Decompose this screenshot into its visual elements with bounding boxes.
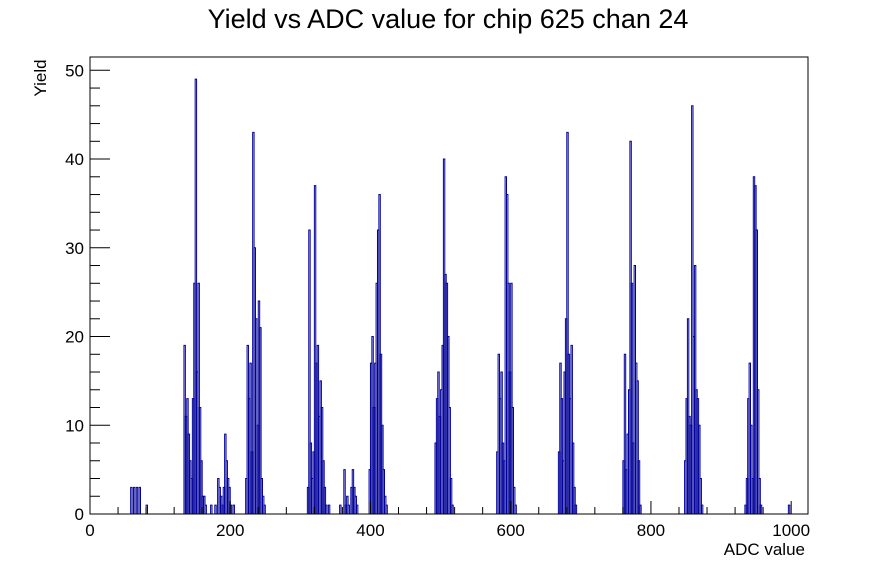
histogram-bin: [698, 424, 701, 514]
y-tick-label: 10: [65, 416, 84, 435]
histogram-bin: [214, 504, 217, 514]
histogram-bin: [323, 486, 327, 514]
x-tick-label: 600: [497, 521, 525, 540]
y-tick-label: 40: [65, 150, 84, 169]
histogram-bin: [636, 380, 639, 514]
histogram-bin: [138, 486, 141, 514]
histogram-bin: [449, 478, 453, 514]
histogram-bin: [630, 282, 634, 514]
histogram-bin: [132, 486, 136, 514]
y-tick-label: 0: [75, 505, 84, 524]
histogram-bin: [573, 486, 576, 514]
histogram-bin: [513, 486, 516, 514]
y-tick-label: 20: [65, 328, 84, 347]
histogram-bin: [382, 469, 385, 514]
x-axis-label: ADC value: [724, 540, 805, 559]
histogram-bin: [691, 105, 694, 514]
histogram-bin: [263, 504, 266, 514]
histogram-bin: [325, 504, 328, 514]
histogram-bin: [355, 504, 359, 514]
histogram-bin: [204, 504, 207, 514]
histogram-bin: [560, 398, 564, 514]
histogram-bin: [339, 504, 342, 514]
y-axis-label: Yield: [31, 59, 50, 96]
histogram-bin: [451, 504, 454, 514]
histogram-bin: [623, 353, 627, 514]
histogram-bin: [347, 504, 350, 514]
histogram-bin: [228, 486, 231, 514]
histogram-bin: [210, 504, 213, 514]
histogram-bin: [308, 229, 311, 514]
histogram-bin: [574, 504, 578, 514]
histogram-bin: [313, 185, 317, 514]
histogram-bin: [510, 282, 513, 514]
histogram-bin: [197, 282, 200, 514]
histogram-bin: [254, 318, 258, 514]
histogram-bin: [135, 486, 139, 514]
histogram-bin: [249, 362, 252, 514]
x-tick-label: 1000: [772, 521, 810, 540]
histogram-bin: [758, 478, 761, 514]
histogram-bin: [200, 460, 203, 514]
histogram-bin: [511, 407, 515, 514]
histogram-bin: [757, 389, 760, 514]
plot-frame: [89, 56, 809, 515]
histogram-bin: [571, 442, 575, 514]
histogram-bin: [755, 229, 759, 514]
histogram-bin: [637, 460, 641, 514]
chart-title: Yield vs ADC value for chip 625 chan 24: [208, 4, 689, 34]
histogram-bin: [343, 469, 346, 514]
histogram-bins: [130, 78, 791, 514]
histogram-bin: [259, 327, 262, 514]
histogram-bin: [566, 131, 569, 514]
y-tick-label: 30: [65, 239, 84, 258]
histogram-bin: [194, 78, 198, 514]
y-tick-label: 50: [65, 61, 84, 80]
histogram-bin: [514, 504, 517, 514]
histogram-bin: [232, 504, 235, 514]
histogram-bin: [700, 504, 704, 514]
histogram-bin: [130, 486, 133, 514]
histogram-bin: [759, 504, 763, 514]
histogram-bin: [327, 504, 331, 514]
histogram-bin: [639, 504, 642, 514]
x-tick-label: 200: [216, 521, 244, 540]
x-tick-label: 0: [85, 521, 94, 540]
x-tick-label: 800: [637, 521, 665, 540]
x-tick-label: 400: [356, 521, 384, 540]
histogram-bin: [750, 424, 753, 514]
histogram-bin: [699, 478, 702, 514]
histogram-bin: [448, 407, 451, 514]
histogram-bin: [385, 504, 388, 514]
histogram-bin: [570, 344, 573, 514]
histogram-bin: [787, 504, 791, 514]
